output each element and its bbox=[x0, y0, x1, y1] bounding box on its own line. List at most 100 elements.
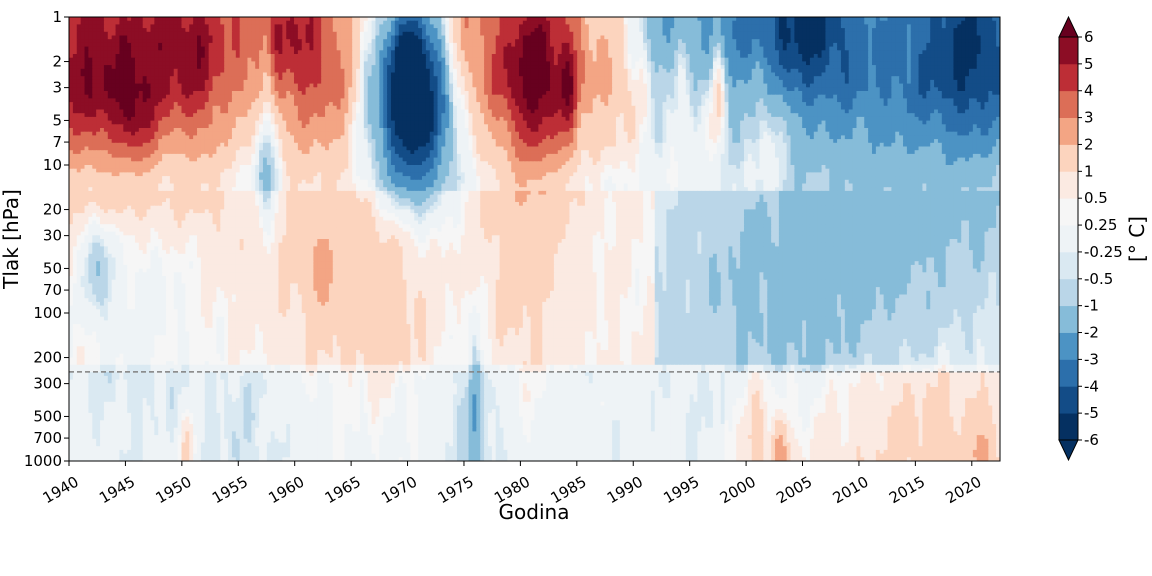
heatmap-cell bbox=[204, 24, 210, 29]
heatmap-cell bbox=[305, 24, 311, 29]
heatmap-cell bbox=[274, 46, 280, 51]
heatmap-cell bbox=[406, 28, 411, 33]
heatmap-cell bbox=[138, 57, 144, 62]
heatmap-cell bbox=[573, 46, 578, 51]
heatmap-cell bbox=[639, 17, 644, 22]
heatmap-cell bbox=[518, 24, 524, 29]
heatmap-cell bbox=[988, 83, 993, 88]
heatmap-cell bbox=[639, 28, 644, 33]
heatmap-cell bbox=[92, 91, 97, 96]
heatmap-cell bbox=[165, 31, 171, 37]
heatmap-cell bbox=[879, 61, 885, 66]
heatmap-cell bbox=[860, 28, 865, 33]
heatmap-cell bbox=[503, 72, 508, 77]
heatmap-cell bbox=[670, 79, 675, 85]
heatmap-cell bbox=[518, 72, 524, 77]
heatmap-cell bbox=[879, 50, 885, 55]
heatmap-cell bbox=[131, 24, 136, 29]
heatmap-cell bbox=[169, 17, 175, 22]
heatmap-cell bbox=[546, 83, 551, 88]
heatmap-cell bbox=[588, 17, 594, 22]
heatmap-cell bbox=[119, 50, 124, 55]
heatmap-cell bbox=[561, 91, 567, 96]
heatmap-cell bbox=[546, 65, 551, 70]
heatmap-cell bbox=[414, 72, 419, 77]
heatmap-cell bbox=[906, 35, 912, 40]
heatmap-cell bbox=[643, 35, 648, 40]
heatmap-cell bbox=[328, 39, 334, 44]
heatmap-cell bbox=[615, 28, 621, 33]
heatmap-cell bbox=[344, 72, 349, 77]
heatmap-cell bbox=[953, 24, 958, 29]
heatmap-cell bbox=[379, 17, 384, 22]
heatmap-cell bbox=[526, 54, 532, 59]
heatmap-cell bbox=[961, 39, 966, 44]
heatmap-cell bbox=[953, 50, 958, 55]
heatmap-cell bbox=[150, 91, 155, 96]
heatmap-cell bbox=[565, 91, 571, 96]
heatmap-cell bbox=[293, 65, 299, 70]
heatmap-cell bbox=[643, 83, 648, 88]
heatmap-cell bbox=[992, 79, 997, 85]
heatmap-cell bbox=[751, 28, 757, 33]
heatmap-cell bbox=[134, 20, 140, 25]
heatmap-cell bbox=[957, 76, 962, 81]
heatmap-cell bbox=[177, 46, 183, 51]
heatmap-cell bbox=[899, 28, 904, 33]
heatmap-cell bbox=[681, 57, 687, 62]
heatmap-cell bbox=[701, 83, 706, 88]
heatmap-cell bbox=[445, 83, 450, 88]
heatmap-cell bbox=[301, 24, 307, 29]
heatmap-cell bbox=[755, 61, 761, 66]
heatmap-cell bbox=[647, 91, 652, 96]
heatmap-cell bbox=[596, 57, 602, 62]
heatmap-cell bbox=[251, 65, 256, 70]
heatmap-cell bbox=[604, 50, 609, 55]
heatmap-cell bbox=[798, 68, 803, 74]
heatmap-cell bbox=[821, 46, 827, 51]
heatmap-cell bbox=[301, 28, 307, 33]
heatmap-cell bbox=[356, 57, 361, 62]
heatmap-cell bbox=[181, 31, 186, 37]
heatmap-cell bbox=[402, 35, 408, 40]
heatmap-cell bbox=[367, 42, 373, 48]
heatmap-cell bbox=[681, 61, 687, 66]
heatmap-cell bbox=[243, 57, 249, 62]
heatmap-cell bbox=[398, 50, 404, 55]
heatmap-cell bbox=[871, 20, 877, 25]
heatmap-cell bbox=[534, 68, 539, 74]
heatmap-cell bbox=[790, 42, 795, 48]
heatmap-cell bbox=[972, 87, 978, 92]
heatmap-cell bbox=[278, 91, 283, 96]
heatmap-cell bbox=[356, 79, 361, 85]
heatmap-cell bbox=[231, 42, 237, 48]
heatmap-cell bbox=[437, 54, 442, 59]
heatmap-cell bbox=[678, 50, 683, 55]
heatmap-cell bbox=[806, 76, 811, 81]
heatmap-cell bbox=[755, 79, 761, 85]
heatmap-cell bbox=[274, 79, 280, 85]
heatmap-cell bbox=[518, 54, 524, 59]
heatmap-cell bbox=[103, 17, 109, 22]
heatmap-cell bbox=[231, 68, 237, 74]
heatmap-cell bbox=[336, 91, 342, 96]
heatmap-cell bbox=[468, 68, 474, 74]
heatmap-cell bbox=[84, 68, 89, 74]
heatmap-cell bbox=[197, 57, 202, 62]
heatmap-cell bbox=[534, 24, 539, 29]
heatmap-cell bbox=[243, 50, 249, 55]
heatmap-cell bbox=[247, 79, 252, 85]
heatmap-cell bbox=[445, 91, 450, 96]
heatmap-cell bbox=[379, 91, 384, 96]
heatmap-cell bbox=[903, 24, 908, 29]
heatmap-cell bbox=[398, 79, 404, 85]
heatmap-cell bbox=[231, 24, 237, 29]
heatmap-cell bbox=[197, 31, 202, 37]
heatmap-cell bbox=[588, 76, 594, 81]
heatmap-cell bbox=[115, 46, 121, 51]
heatmap-cell bbox=[833, 79, 838, 85]
heatmap-cell bbox=[317, 57, 322, 62]
heatmap-cell bbox=[336, 24, 342, 29]
heatmap-cell bbox=[763, 50, 768, 55]
heatmap-cell bbox=[887, 50, 892, 55]
